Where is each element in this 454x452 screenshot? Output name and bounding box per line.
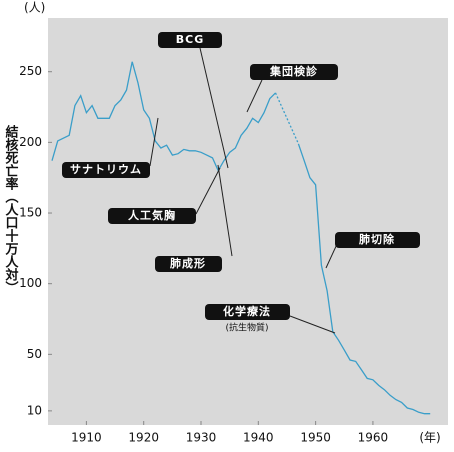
label-box <box>335 232 420 248</box>
y-tick-label: 10 <box>27 403 42 417</box>
y-tick-label: 250 <box>19 64 42 78</box>
x-tick-label: 1910 <box>71 431 102 445</box>
leader <box>289 315 336 334</box>
annotation: サナトリウム <box>70 163 142 176</box>
label-box <box>250 64 338 80</box>
y-tick-label: 100 <box>19 276 42 290</box>
leader <box>246 79 263 113</box>
annotation-sub: (抗生物質) <box>225 322 268 334</box>
line <box>51 61 431 415</box>
x-tick-label: 1960 <box>358 431 389 445</box>
y-tick-label: 50 <box>27 347 42 361</box>
x-tick-label: 1950 <box>300 431 331 445</box>
y-unit: (人) <box>24 1 45 15</box>
annotations: BCG 集団検診 サナトリウム 人工気胸 肺成形 肺切除 化学療法 (抗生物質) <box>62 32 420 334</box>
x-tick-label: 1920 <box>128 431 159 445</box>
annotation: 集団検診 <box>269 64 318 78</box>
x-tick-label: 1930 <box>186 431 217 445</box>
leader <box>199 47 229 169</box>
annotation: 肺切除 <box>359 232 395 246</box>
x-unit: (年) <box>419 431 440 445</box>
gap-line <box>274 92 300 145</box>
annotation: 化学療法 <box>223 304 271 318</box>
x-tick-label: 1940 <box>243 431 274 445</box>
plot-area <box>48 18 448 425</box>
annotation: 人工気胸 <box>128 208 176 222</box>
label-box <box>205 304 290 320</box>
y-tick-label: 200 <box>19 135 42 149</box>
label-box <box>158 32 222 48</box>
leader <box>217 164 233 257</box>
y-tick-label: 150 <box>19 206 42 220</box>
label-box <box>155 256 222 272</box>
y-axis-title: 結核死亡率（人口十万人対） <box>3 124 20 294</box>
label-box <box>62 162 150 178</box>
leader <box>149 117 159 167</box>
annotation: 肺成形 <box>170 256 206 270</box>
label-box <box>108 208 196 224</box>
annotation: BCG <box>176 33 205 46</box>
leader <box>195 167 221 215</box>
marks: 10 50 100 150 200 250 1910 1920 1930 1940 1950 1960 <box>19 61 431 445</box>
